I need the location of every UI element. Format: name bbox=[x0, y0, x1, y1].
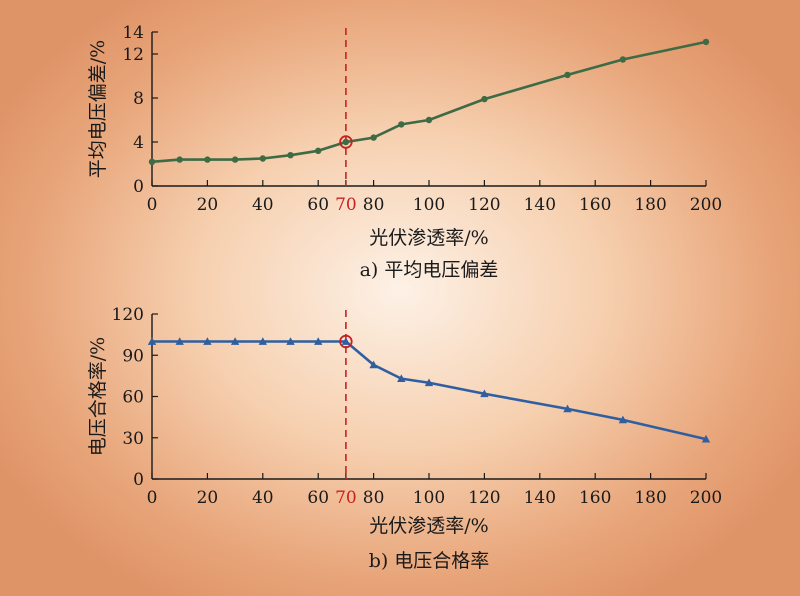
chart-a-data-point bbox=[370, 134, 377, 141]
chart-b-data-point bbox=[618, 415, 628, 424]
chart-a-x-tick-label: 140 bbox=[524, 195, 556, 215]
chart-a-y-tick-label: 8 bbox=[133, 89, 144, 109]
chart-a-data-point bbox=[564, 71, 571, 79]
chart-b-caption: b) 电压合格率 bbox=[369, 550, 490, 572]
chart-a-data-point bbox=[259, 155, 266, 162]
chart-voltage-qualification-rate: 0 20 40 60 70 80 100 120 140 160 180 200 0 30 60 90 120 光… bbox=[87, 305, 722, 572]
chart-b-x-tick-label: 160 bbox=[579, 488, 611, 508]
chart-b-data-point bbox=[175, 337, 184, 345]
chart-a-data-point bbox=[204, 156, 211, 163]
chart-a-y-axis-label: 平均电压偏差/% bbox=[87, 40, 109, 178]
chart-a-data-point bbox=[619, 56, 627, 63]
chart-b-x-tick-label: 100 bbox=[413, 488, 445, 508]
chart-a-caption: a) 平均电压偏差 bbox=[360, 259, 499, 281]
chart-b-x-tick-label: 180 bbox=[634, 488, 666, 508]
chart-a-x-tick-label: 80 bbox=[363, 195, 385, 215]
chart-a-x-tick-label: 180 bbox=[634, 195, 666, 215]
chart-a-data-point bbox=[315, 147, 322, 154]
chart-b-series-line bbox=[152, 340, 707, 441]
chart-b-y-tick-label: 0 bbox=[133, 470, 144, 490]
chart-b-x-tick-label: 80 bbox=[363, 488, 385, 508]
chart-b-y-tick-label: 60 bbox=[122, 388, 144, 408]
chart-b-y-tick-label: 30 bbox=[122, 429, 144, 449]
chart-a-data-point bbox=[702, 38, 710, 46]
chart-b-data-point bbox=[701, 434, 711, 443]
chart-b-x-tick-label: 200 bbox=[690, 488, 722, 508]
chart-a-data-point bbox=[148, 158, 156, 165]
chart-a-x-tick-label: 70 bbox=[335, 195, 357, 215]
chart-b-data-point bbox=[230, 337, 240, 345]
chart-a-data-point bbox=[342, 138, 350, 146]
chart-b-x-tick-label: 70 bbox=[335, 488, 357, 508]
chart-b-data-point bbox=[397, 374, 406, 382]
chart-a-x-tick-label: 40 bbox=[252, 195, 274, 215]
chart-b-y-axis-label: 电压合格率/% bbox=[87, 337, 109, 456]
chart-b-data-point bbox=[480, 389, 489, 398]
chart-b-y-tick-label: 120 bbox=[112, 305, 144, 325]
chart-b-x-tick-label: 120 bbox=[468, 488, 500, 508]
chart-a-x-tick-label: 100 bbox=[413, 195, 445, 215]
chart-a-data-point bbox=[287, 152, 294, 159]
chart-b-x-tick-label: 60 bbox=[307, 488, 329, 508]
chart-b-data-point bbox=[314, 337, 323, 345]
chart-a-y-tick-label: 4 bbox=[133, 133, 144, 153]
chart-a-y-tick-label: 14 bbox=[122, 23, 144, 43]
chart-b-x-axis-label: 光伏渗透率/% bbox=[369, 515, 488, 537]
chart-a-data-point bbox=[425, 116, 433, 124]
chart-b-data-point bbox=[341, 337, 351, 345]
chart-a-y-tick-label: 0 bbox=[133, 177, 144, 197]
chart-a-highlight-circle bbox=[339, 135, 353, 149]
chart-b-data-point bbox=[369, 360, 378, 369]
chart-b-x-tick-label: 140 bbox=[524, 488, 556, 508]
chart-a-x-tick-label: 200 bbox=[690, 195, 722, 215]
chart-a-x-tick-label: 120 bbox=[468, 195, 500, 215]
chart-b-data-point bbox=[424, 378, 434, 387]
chart-b-data-point bbox=[563, 404, 572, 413]
chart-b-x-tick-label: 20 bbox=[197, 488, 219, 508]
chart-a-data-point bbox=[176, 156, 183, 163]
chart-a-data-point bbox=[398, 121, 405, 128]
chart-a-x-tick-label: 160 bbox=[579, 195, 611, 215]
chart-b-data-point bbox=[147, 337, 157, 345]
chart-b-data-point bbox=[258, 337, 267, 345]
chart-b-x-tick-label: 0 bbox=[147, 488, 158, 508]
chart-b-highlight-circle bbox=[339, 334, 353, 349]
chart-b-data-point bbox=[286, 337, 295, 345]
chart-a-x-tick-label: 20 bbox=[197, 195, 219, 215]
chart-a-x-tick-label: 60 bbox=[307, 195, 329, 215]
chart-a-data-point bbox=[231, 156, 239, 163]
chart-a-y-tick-label: 12 bbox=[122, 45, 144, 65]
chart-a-x-axis-label: 光伏渗透率/% bbox=[369, 227, 488, 249]
chart-b-y-tick-label: 90 bbox=[122, 346, 144, 366]
chart-a-x-tick-label: 0 bbox=[147, 195, 158, 215]
chart-a-data-point bbox=[481, 95, 488, 103]
chart-b-data-point bbox=[203, 337, 212, 345]
chart-b-x-tick-label: 40 bbox=[252, 488, 274, 508]
